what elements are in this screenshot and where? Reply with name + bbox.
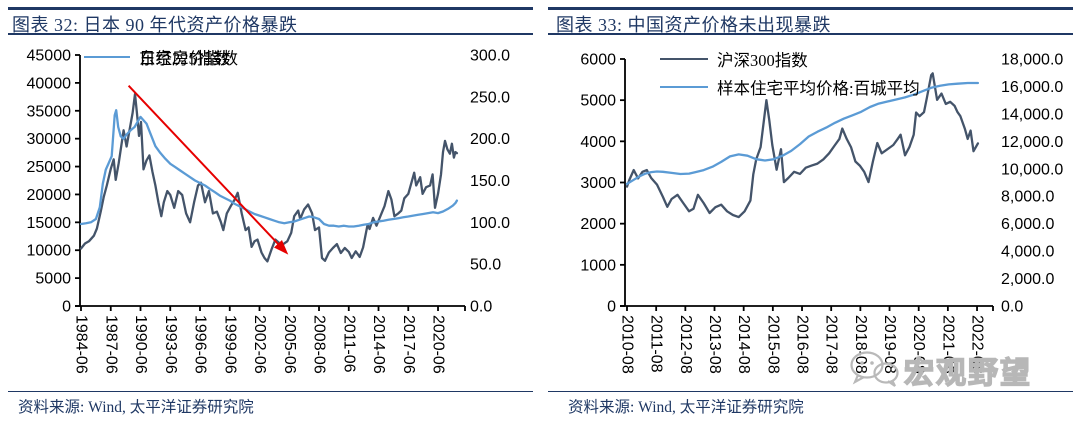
svg-text:1993-06: 1993-06	[162, 315, 179, 374]
svg-text:2020-08: 2020-08	[910, 315, 927, 374]
svg-text:1996-06: 1996-06	[192, 315, 209, 374]
figure-32-panel: 图表 32: 日本 90 年代资产价格暴跌 45000 40000 35000 300…	[8, 0, 533, 424]
svg-text:18,000.0: 18,000.0	[1001, 52, 1063, 69]
svg-text:25000: 25000	[27, 159, 72, 176]
svg-text:40000: 40000	[27, 75, 72, 92]
nikkei-tokyo-line-chart: 45000 40000 35000 30000 25000 20000 15000 10000…	[27, 48, 511, 374]
svg-text:6,000.0: 6,000.0	[1001, 216, 1054, 233]
panel-top-rule	[548, 7, 1073, 10]
svg-text:30000: 30000	[27, 131, 72, 148]
svg-text:2021-08: 2021-08	[939, 315, 956, 374]
figure-32-title: 图表 32: 日本 90 年代资产价格暴跌	[12, 15, 298, 35]
svg-text:14,000.0: 14,000.0	[1001, 106, 1063, 123]
svg-text:2013-08: 2013-08	[706, 315, 723, 374]
svg-text:15000: 15000	[27, 215, 72, 232]
svg-text:2017-06: 2017-06	[400, 315, 417, 374]
svg-text:1984-06: 1984-06	[73, 315, 90, 374]
figure-33-title: 图表 33: 中国资产价格未出现暴跌	[556, 15, 831, 35]
tokyo-housing-line-swatch	[84, 55, 130, 59]
svg-text:35000: 35000	[27, 103, 72, 120]
svg-text:2015-08: 2015-08	[764, 315, 781, 374]
svg-text:2019-08: 2019-08	[881, 315, 898, 374]
svg-text:2018-08: 2018-08	[852, 315, 869, 374]
svg-text:8,000.0: 8,000.0	[1001, 189, 1054, 206]
title-underline-rule	[8, 33, 533, 35]
svg-text:16,000.0: 16,000.0	[1001, 79, 1063, 96]
svg-text:3000: 3000	[580, 175, 616, 192]
csi300-line-swatch	[660, 57, 708, 61]
svg-text:10,000.0: 10,000.0	[1001, 161, 1063, 178]
svg-text:1990-06: 1990-06	[132, 315, 149, 374]
legend-label: 日经225指数	[139, 49, 230, 68]
legend-item-housing-price: 样本住宅平均价格:百城平均	[660, 75, 920, 99]
legend-label: 样本住宅平均价格:百城平均	[717, 79, 920, 98]
svg-text:2,000.0: 2,000.0	[1001, 271, 1054, 288]
title-underline-rule	[548, 33, 1073, 35]
svg-text:0.0: 0.0	[1001, 299, 1023, 316]
svg-text:45000: 45000	[27, 48, 72, 65]
csi300-housing-line-chart: 6000 5000 4000 3000 2000 1000 0 18,000.0 16,000.…	[580, 52, 1063, 374]
svg-text:2014-06: 2014-06	[370, 315, 387, 374]
svg-text:2008-06: 2008-06	[311, 315, 328, 374]
svg-text:1999-06: 1999-06	[221, 315, 238, 374]
housing-price-line-swatch	[660, 85, 708, 89]
svg-text:0: 0	[607, 299, 616, 316]
svg-text:150.0: 150.0	[470, 173, 510, 190]
svg-text:4000: 4000	[580, 134, 616, 151]
svg-text:6000: 6000	[580, 52, 616, 69]
svg-text:2000: 2000	[580, 216, 616, 233]
figure-33-panel: 图表 33: 中国资产价格未出现暴跌 6000 5000 4000 3000 2000 1…	[548, 0, 1073, 424]
svg-text:2022-08: 2022-08	[969, 315, 986, 374]
footer-rule	[548, 391, 1073, 393]
legend-label: 东京房价指数	[139, 49, 238, 68]
svg-text:50.0: 50.0	[470, 257, 501, 274]
svg-text:0: 0	[62, 299, 71, 316]
svg-text:5000: 5000	[580, 93, 616, 110]
svg-text:2002-06: 2002-06	[251, 315, 268, 374]
legend-label: 沪深300指数	[717, 51, 808, 70]
legend-item-csi300: 沪深300指数	[660, 47, 808, 71]
svg-text:300.0: 300.0	[470, 48, 510, 65]
svg-text:2012-08: 2012-08	[677, 315, 694, 374]
svg-text:12,000.0: 12,000.0	[1001, 134, 1063, 151]
svg-text:2016-08: 2016-08	[794, 315, 811, 374]
panel-top-rule	[8, 7, 533, 10]
legend-item-tokyo-housing: 东京房价指数	[84, 45, 238, 69]
svg-text:5000: 5000	[35, 271, 71, 288]
source-note: 资料来源: Wind, 太平洋证券研究院	[568, 399, 804, 416]
svg-text:200.0: 200.0	[470, 131, 510, 148]
svg-text:1987-06: 1987-06	[102, 315, 119, 374]
svg-text:100.0: 100.0	[470, 215, 510, 232]
source-note: 资料来源: Wind, 太平洋证券研究院	[18, 399, 254, 416]
svg-text:20000: 20000	[27, 187, 72, 204]
svg-text:4,000.0: 4,000.0	[1001, 244, 1054, 261]
svg-text:2020-06: 2020-06	[430, 315, 447, 374]
svg-text:2011-08: 2011-08	[648, 315, 665, 373]
svg-text:2011-06: 2011-06	[340, 315, 357, 373]
svg-text:2005-06: 2005-06	[281, 315, 298, 374]
svg-text:250.0: 250.0	[470, 89, 510, 106]
svg-text:2014-08: 2014-08	[735, 315, 752, 374]
svg-text:1000: 1000	[580, 257, 616, 274]
svg-text:2010-08: 2010-08	[619, 315, 636, 374]
footer-rule	[8, 391, 533, 393]
svg-text:10000: 10000	[27, 243, 72, 260]
svg-text:0.0: 0.0	[470, 299, 492, 316]
svg-text:2017-08: 2017-08	[823, 315, 840, 374]
